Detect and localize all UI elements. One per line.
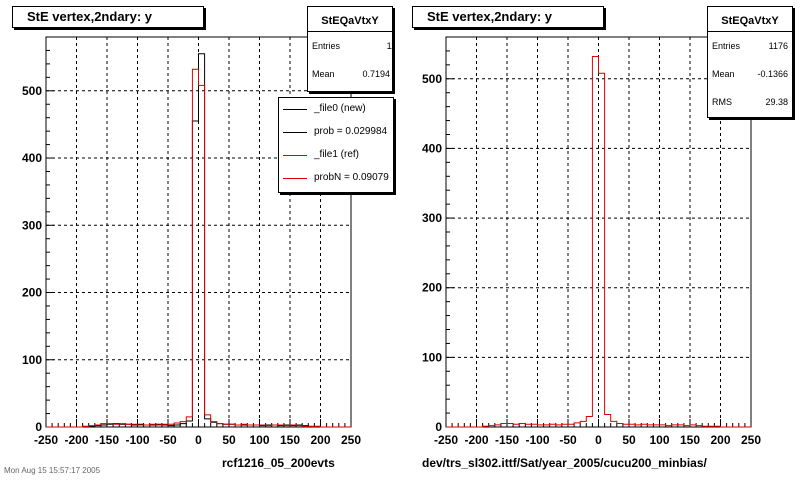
right-stats-box: StEQaVtxY Entries 1176 Mean -0.1366 RMS … [707,6,793,118]
legend-label-probn: probN = 0.09079 [314,172,389,183]
left-stats-entries-label: Entries [312,41,341,51]
right-stats-rms-value: 29.38 [765,97,788,107]
legend-swatch-probn [283,178,307,179]
right-stats-name: StEQaVtxY [708,7,792,32]
right-stats-row-rms: RMS 29.38 [708,88,792,116]
left-pad: -250 -200 -150 -100 -50 0 50 100 150 200 250 0 100 20… [0,0,400,480]
x-tick-label: -100 [125,433,149,447]
right-stats-rms-label: RMS [712,97,732,107]
x-tick-label: -100 [525,433,549,447]
left-stats-row-entries: Entries 1151 [308,32,392,60]
legend-swatch-file1 [283,155,307,156]
legend-label-prob: prob = 0.029984 [314,126,388,137]
right-footer-label: dev/trs_sl302.ittf/Sat/year_2005/cucu200… [422,456,707,470]
y-tick-label: 300 [22,218,42,232]
x-tick-label: -50 [559,433,577,447]
left-stats-entries-value: 1151 [386,41,392,51]
series-file1-ref [446,56,751,428]
x-tick-label: 50 [222,433,236,447]
series-file0-new [46,53,351,428]
right-stats-mean-value: -0.1366 [757,69,788,79]
y-tick-label: 500 [22,84,42,98]
legend-entry-file0: _file0 (new) [279,98,393,121]
x-tick-label: -50 [159,433,177,447]
legend-swatch-prob [283,132,307,133]
y-tick-label: 200 [422,281,442,295]
right-histogram-chart: -250 -200 -150 -100 -50 0 50 100 150 200 250 0 100 20… [422,36,761,447]
timestamp-text: Mon Aug 15 15:57:17 2005 [4,466,101,475]
left-histogram-chart: -250 -200 -150 -100 -50 0 50 100 150 200 250 0 100 20… [22,36,361,447]
legend-entry-prob: prob = 0.029984 [279,121,393,144]
x-tick-label: -150 [95,433,119,447]
left-stats-mean-value: 0.7194 [362,69,390,79]
y-tick-label: 400 [22,151,42,165]
right-stats-row-mean: Mean -0.1366 [708,60,792,88]
x-tick-label: 100 [649,433,669,447]
left-stats-name: StEQaVtxY [308,7,392,32]
x-tick-label: -150 [495,433,519,447]
legend-entry-file1: _file1 (ref) [279,144,393,167]
left-stats-box: StEQaVtxY Entries 1151 Mean 0.7194 [307,6,393,92]
left-chart-title: StE vertex,2ndary: y [12,6,204,28]
x-tick-label: -200 [464,433,488,447]
x-tick-label: 0 [595,433,602,447]
x-tick-label: 200 [710,433,730,447]
series-file1-ref [46,68,351,428]
left-legend: _file0 (new) prob = 0.029984 _file1 (ref… [278,97,394,193]
x-tick-label: -200 [64,433,88,447]
x-tick-label: 100 [249,433,269,447]
legend-entry-probn: probN = 0.09079 [279,167,393,190]
right-stats-entries-label: Entries [712,41,741,51]
legend-label-file1: _file1 (ref) [314,149,360,160]
x-tick-label: 250 [741,433,761,447]
x-tick-label: -250 [34,433,58,447]
y-tick-label: 100 [422,350,442,364]
right-chart-title: StE vertex,2ndary: y [412,6,604,28]
y-tick-label: 400 [422,141,442,155]
legend-swatch-file0 [283,109,307,110]
y-tick-label: 0 [435,420,442,434]
x-tick-label: -250 [434,433,458,447]
x-tick-label: 50 [622,433,636,447]
x-tick-label: 0 [195,433,202,447]
left-stats-row-mean: Mean 0.7194 [308,60,392,88]
right-stats-entries-value: 1176 [768,41,788,51]
y-tick-label: 100 [22,353,42,367]
x-tick-label: 250 [341,433,361,447]
y-tick-label: 200 [22,286,42,300]
y-tick-label: 300 [422,211,442,225]
x-tick-label: 150 [280,433,300,447]
legend-label-file0: _file0 (new) [314,103,366,114]
y-tick-label: 500 [422,72,442,86]
left-stats-mean-label: Mean [312,69,335,79]
x-tick-label: 200 [310,433,330,447]
right-stats-row-entries: Entries 1176 [708,32,792,60]
right-stats-mean-label: Mean [712,69,735,79]
x-tick-label: 150 [680,433,700,447]
y-tick-label: 0 [35,420,42,434]
right-pad: -250 -200 -150 -100 -50 0 50 100 150 200 250 0 100 20… [400,0,800,480]
left-footer-label: rcf1216_05_200evts [222,456,335,470]
